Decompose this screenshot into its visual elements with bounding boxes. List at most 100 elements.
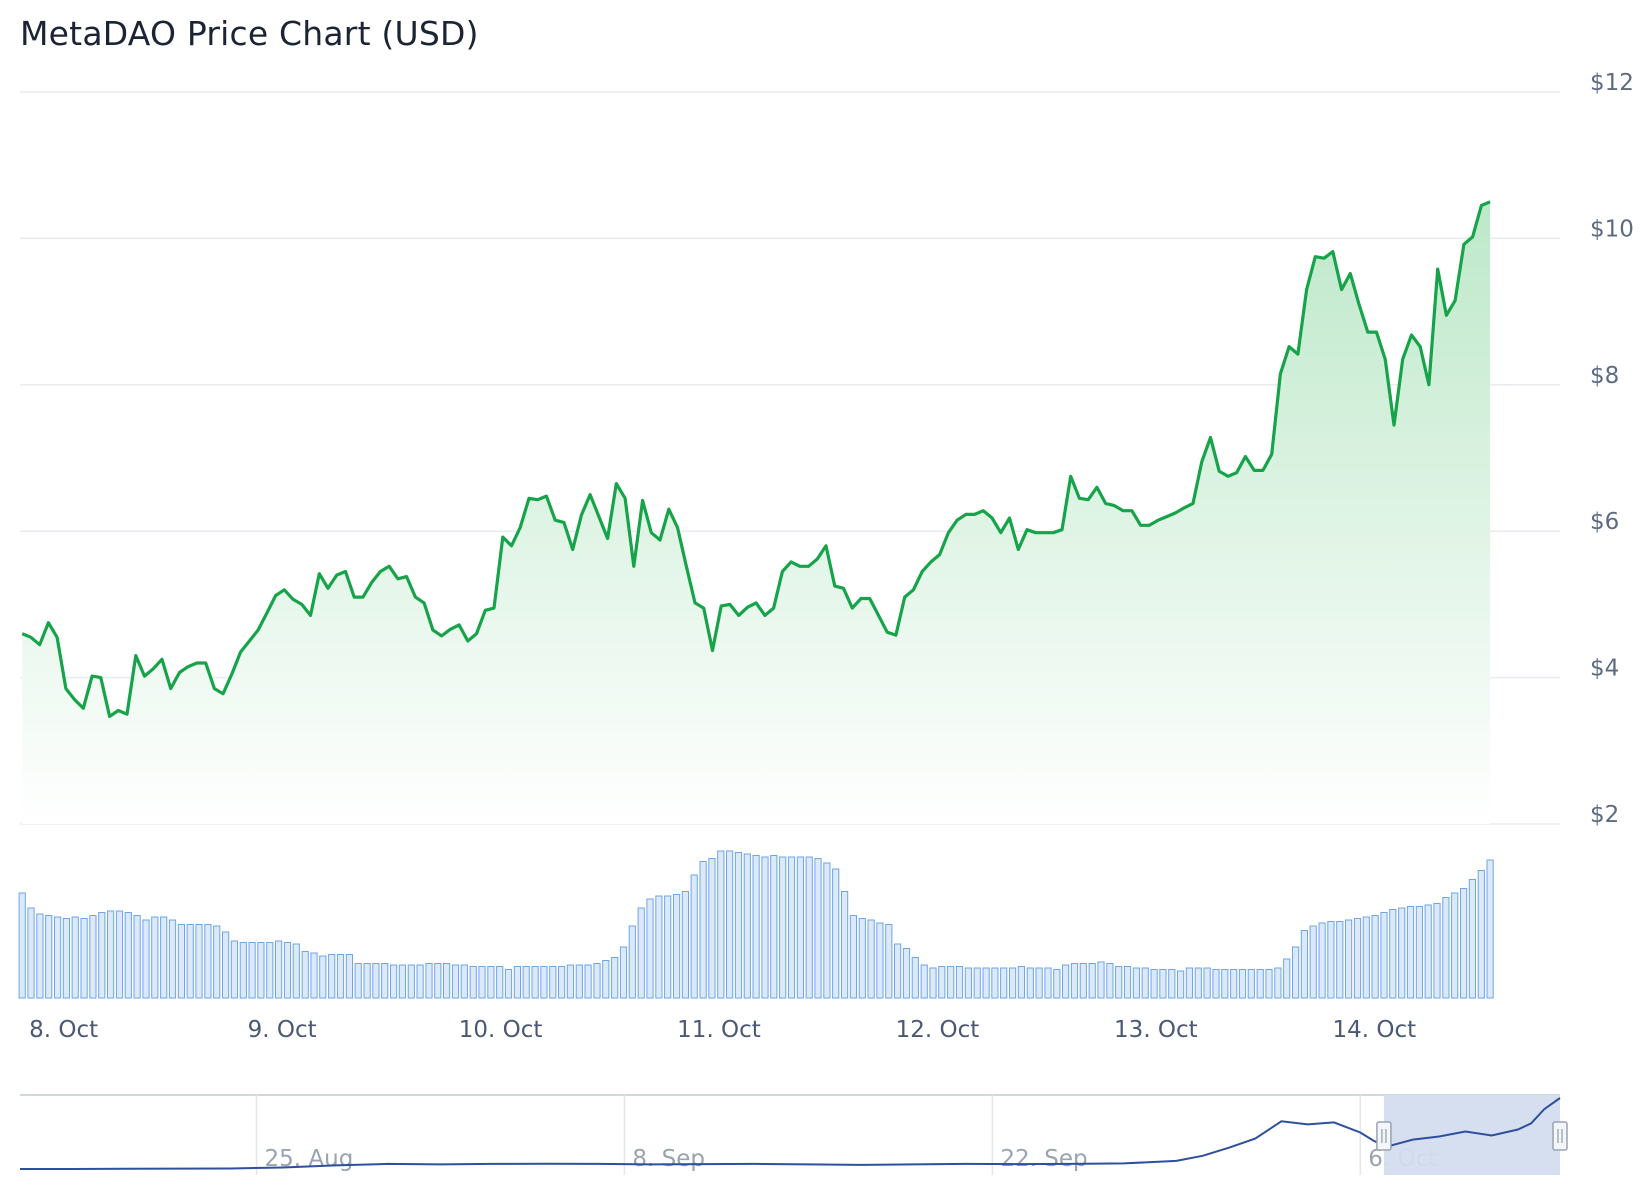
volume-bar <box>266 942 274 999</box>
volume-bar <box>1106 963 1114 999</box>
volume-bar <box>911 957 919 999</box>
volume-bar <box>115 910 124 999</box>
volume-bar <box>36 913 44 999</box>
volume-bar <box>1079 963 1087 999</box>
volume-bar <box>1132 967 1141 999</box>
volume-bar <box>1247 969 1255 999</box>
volume-bar <box>45 915 53 999</box>
volume-bar <box>938 966 946 999</box>
volume-bar <box>1362 916 1370 999</box>
volume-bar <box>239 942 247 999</box>
volume-bar <box>469 966 477 999</box>
y-axis-labels: $2 $4 $6 $8 $10 $12 <box>1590 70 1634 828</box>
navigator-selected-range <box>1383 1095 1560 1175</box>
volume-bar <box>646 898 654 999</box>
x-tick-label: 9. Oct <box>248 1017 317 1043</box>
volume-bar <box>1309 925 1317 999</box>
volume-bar <box>142 919 150 999</box>
volume-bar <box>920 964 928 999</box>
volume-bar <box>1009 967 1017 999</box>
volume-bar <box>1442 897 1450 999</box>
volume-bar <box>823 862 831 999</box>
volume-bar <box>504 969 513 999</box>
volume-bar <box>124 912 132 999</box>
volume-bar <box>283 942 292 999</box>
volume-bar <box>991 967 999 999</box>
volume-bar <box>487 966 495 999</box>
volume-bar <box>1026 967 1034 999</box>
volume-bar <box>1070 963 1079 999</box>
volume-bar <box>1486 859 1494 999</box>
volume-bar <box>814 858 822 999</box>
volume-bar <box>1097 961 1105 999</box>
volume-bar <box>602 960 610 999</box>
volume-bar <box>1460 888 1468 999</box>
volume-bar <box>628 925 636 999</box>
volume-bar <box>62 918 70 999</box>
x-tick-label: 8. Oct <box>29 1017 98 1043</box>
volume-bar <box>1415 906 1424 999</box>
volume-bar <box>513 966 521 999</box>
volume-bar <box>310 952 318 999</box>
navigator-series-line <box>20 1097 1561 1170</box>
volume-bar <box>1017 966 1025 999</box>
volume-bar <box>770 855 778 999</box>
volume-bar <box>151 916 159 999</box>
volume-bar <box>681 891 689 999</box>
volume-bar <box>1115 966 1123 999</box>
volume-bar <box>699 861 707 999</box>
volume-bar <box>1433 903 1441 999</box>
volume-bar <box>133 915 141 999</box>
navigator-handle[interactable] <box>1376 1121 1392 1151</box>
volume-bar <box>805 856 813 999</box>
volume-bar <box>1123 966 1132 999</box>
volume-bar <box>1141 967 1149 999</box>
volume-bar <box>982 967 990 999</box>
volume-bar <box>1062 964 1070 999</box>
volume-bar <box>398 964 406 999</box>
volume-bar <box>752 855 760 999</box>
volume-bar <box>619 946 628 999</box>
volume-bar <box>690 874 698 999</box>
volume-bar <box>849 915 857 999</box>
volume-bar <box>1230 969 1238 999</box>
price-line <box>21 200 1491 718</box>
volume-bar <box>1053 969 1061 999</box>
volume-bar <box>319 955 327 999</box>
x-tick-label: 14. Oct <box>1332 1017 1416 1043</box>
volume-bar <box>301 951 309 999</box>
volume-bar <box>1088 963 1096 999</box>
volume-bar <box>425 963 433 999</box>
volume-bar <box>71 916 79 999</box>
volume-bar <box>1185 967 1194 999</box>
volume-bar <box>1150 969 1158 999</box>
volume-bar <box>761 856 769 999</box>
volume-bar <box>796 856 804 999</box>
volume-bar <box>858 918 866 999</box>
navigator-handle[interactable] <box>1552 1121 1568 1151</box>
volume-bar <box>779 856 787 999</box>
volume-bar <box>89 915 97 999</box>
volume-bar <box>478 966 486 999</box>
navigator-tick-label: 8. Sep <box>632 1146 705 1172</box>
volume-bar <box>1221 969 1229 999</box>
volume-bar <box>257 942 265 999</box>
volume-bar <box>1345 919 1353 999</box>
y-tick-label: $10 <box>1590 216 1634 242</box>
volume-bar <box>566 964 574 999</box>
volume-bar <box>717 850 725 999</box>
volume-bar <box>407 964 415 999</box>
volume-bar <box>1353 918 1362 999</box>
volume-bar <box>1203 967 1211 999</box>
y-tick-label: $2 <box>1590 802 1619 828</box>
volume-bar <box>1477 870 1485 999</box>
volume-bar <box>496 966 504 999</box>
volume-bar <box>230 940 239 999</box>
y-tick-label: $12 <box>1590 70 1634 96</box>
volume-bar <box>726 850 734 999</box>
x-axis-labels: 8. Oct 9. Oct 10. Oct 11. Oct 12. Oct 13. Oct… <box>29 1017 1416 1043</box>
volume-bar <box>186 924 194 999</box>
volume-bar <box>549 966 557 999</box>
